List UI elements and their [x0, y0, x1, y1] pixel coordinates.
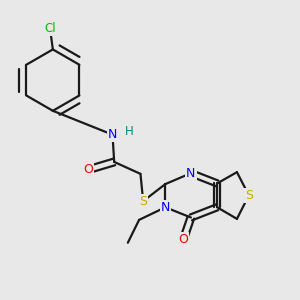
Text: H: H [125, 125, 134, 138]
Text: O: O [178, 233, 188, 246]
Text: N: N [186, 167, 196, 180]
Text: O: O [83, 163, 93, 176]
Text: S: S [139, 195, 147, 208]
Text: N: N [108, 128, 117, 141]
Text: N: N [161, 201, 170, 214]
Text: S: S [245, 189, 253, 202]
Text: Cl: Cl [44, 22, 56, 35]
